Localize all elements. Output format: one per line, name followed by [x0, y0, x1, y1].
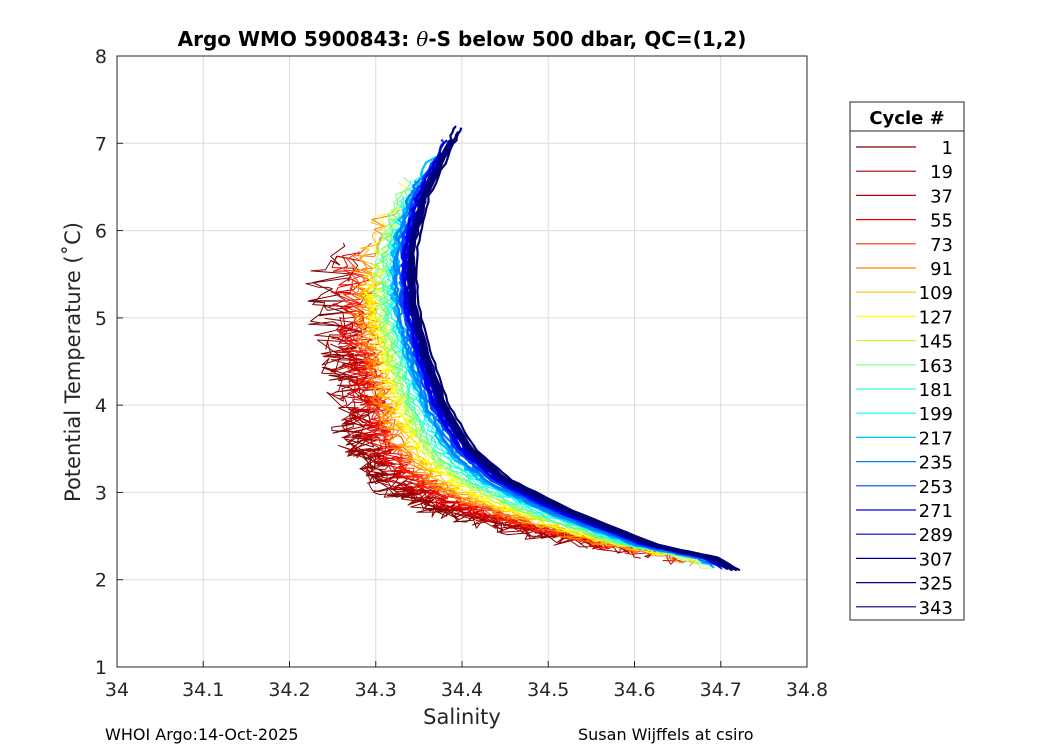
- legend: Cycle # 1 19 37 55 73 91 109 127 145 163 181 199 217…: [849, 101, 965, 621]
- legend-label: 91: [930, 259, 953, 280]
- legend-label: 1: [942, 138, 953, 159]
- legend-label: 19: [930, 162, 953, 183]
- x-tick-label: 34.6: [613, 679, 655, 701]
- legend-label: 145: [919, 332, 953, 353]
- chart-title-prefix: Argo WMO 5900843:: [178, 27, 417, 51]
- footer-source: WHOI Argo:14-Oct-2025: [105, 725, 299, 744]
- legend-label: 199: [919, 404, 953, 425]
- profile-line: [332, 252, 685, 563]
- legend-label: 37: [930, 186, 953, 207]
- legend-label: 181: [919, 380, 953, 401]
- chart-title: Argo WMO 5900843: θ-S below 500 dbar, QC…: [178, 27, 747, 51]
- profile-line: [359, 281, 662, 554]
- profile-line: [386, 195, 689, 557]
- series-layer: [305, 125, 741, 572]
- x-tick-label: 34.5: [527, 679, 569, 701]
- legend-label: 271: [919, 501, 953, 522]
- profile-line: [408, 140, 733, 572]
- legend-label: 253: [919, 477, 953, 498]
- profile-line: [403, 139, 718, 566]
- profile-line: [382, 181, 687, 559]
- y-tick-label: 3: [95, 482, 107, 504]
- y-axis-ticks: 1 2 3 4 5 6 7 8: [95, 46, 123, 679]
- series-cycle-181: [378, 180, 687, 559]
- footer-credit: Susan Wijffels at csiro: [578, 725, 754, 744]
- legend-label: 325: [919, 574, 953, 595]
- x-tick-label: 34.1: [182, 679, 224, 701]
- chart-title-suffix: -S below 500 dbar, QC=(1,2): [428, 27, 746, 51]
- profile-line: [372, 176, 702, 564]
- y-tick-label: 1: [95, 657, 107, 679]
- y-tick-label: 5: [95, 308, 107, 330]
- legend-title: Cycle #: [869, 108, 944, 129]
- profile-line: [415, 127, 741, 572]
- legend-label: 127: [919, 307, 953, 328]
- legend-label: 55: [930, 211, 953, 232]
- legend-label: 307: [919, 549, 953, 570]
- x-axis-ticks: 34 34.1 34.2 34.3 34.4 34.5 34.6 34.7 34.8: [105, 661, 828, 701]
- series-cycle-343: [408, 127, 741, 572]
- legend-label: 217: [919, 428, 953, 449]
- x-tick-label: 34.2: [268, 679, 310, 701]
- legend-label: 109: [919, 283, 953, 304]
- y-axis-label: Potential Temperature (˚C): [61, 222, 85, 502]
- profile-line: [380, 180, 686, 555]
- legend-label: 343: [919, 598, 953, 619]
- x-tick-label: 34.8: [786, 679, 828, 701]
- legend-label: 235: [919, 453, 953, 474]
- legend-label: 163: [919, 356, 953, 377]
- y-tick-label: 4: [95, 395, 107, 417]
- y-tick-label: 8: [95, 46, 107, 68]
- x-tick-label: 34.3: [355, 679, 397, 701]
- series-cycle-109: [356, 218, 662, 557]
- legend-label: 73: [930, 235, 953, 256]
- profile-line: [356, 218, 654, 557]
- legend-items: 1 19 37 55 73 91 109 127 145 163 181 199 217 235 253 27…: [856, 138, 953, 619]
- profile-line: [393, 177, 697, 560]
- x-tick-label: 34: [105, 679, 129, 701]
- x-tick-label: 34.4: [441, 679, 483, 701]
- x-tick-label: 34.7: [700, 679, 742, 701]
- x-axis-label: Salinity: [423, 705, 501, 729]
- y-tick-label: 2: [95, 570, 107, 592]
- profile-line: [357, 280, 639, 551]
- chart-title-theta: θ: [416, 27, 428, 51]
- y-tick-label: 6: [95, 221, 107, 243]
- profile-line: [307, 242, 603, 550]
- y-tick-label: 7: [95, 133, 107, 155]
- legend-label: 289: [919, 525, 953, 546]
